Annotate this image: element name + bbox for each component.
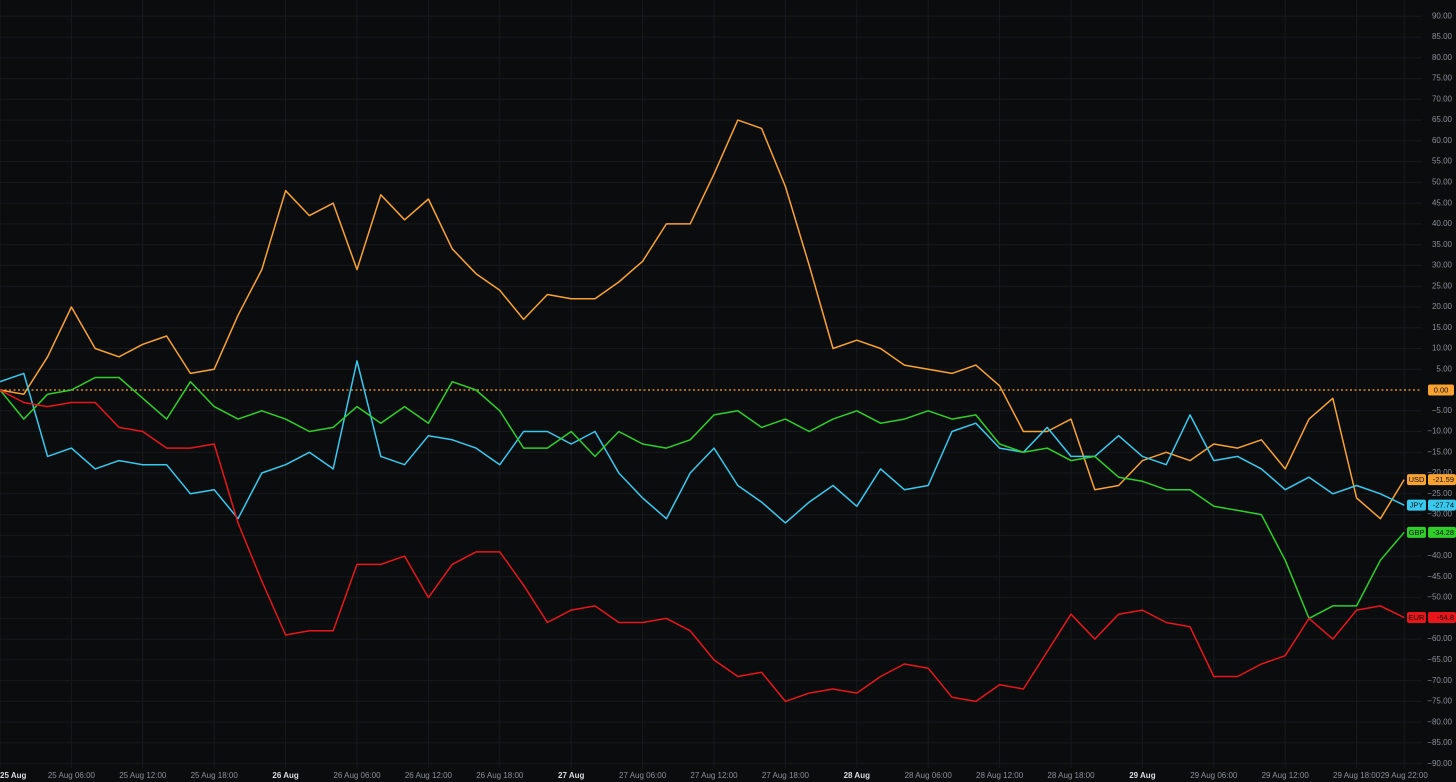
y-tick-label: −65.00: [1427, 655, 1452, 664]
x-tick-label: 27 Aug 06:00: [619, 771, 667, 780]
y-tick-label: 30.00: [1432, 261, 1453, 270]
y-tick-label: 35.00: [1432, 240, 1453, 249]
y-tick-label: 75.00: [1432, 74, 1453, 83]
baseline-badge: [1428, 384, 1454, 396]
y-tick-label: −45.00: [1427, 572, 1452, 581]
series-value-badge: [1428, 612, 1456, 624]
y-tick-label: −85.00: [1427, 738, 1452, 747]
x-tick-label: 27 Aug 12:00: [690, 771, 738, 780]
x-tick-label: 29 Aug 06:00: [1190, 771, 1238, 780]
y-tick-label: −15.00: [1427, 447, 1452, 456]
y-tick-label: −75.00: [1427, 697, 1452, 706]
x-tick-label: 28 Aug 12:00: [976, 771, 1024, 780]
x-tick-label: 26 Aug 06:00: [333, 771, 381, 780]
y-tick-label: 85.00: [1432, 32, 1453, 41]
x-tick-label: 28 Aug 06:00: [905, 771, 953, 780]
x-tick-label: 29 Aug 22:00: [1381, 771, 1429, 780]
grid: [0, 0, 1422, 768]
x-tick-label: 25 Aug 12:00: [119, 771, 167, 780]
y-tick-label: 50.00: [1432, 178, 1453, 187]
series-last-value: -54.8: [1437, 613, 1454, 622]
x-tick-label: 25 Aug 06:00: [48, 771, 96, 780]
y-tick-label: −10.00: [1427, 427, 1452, 436]
y-tick-label: 20.00: [1432, 302, 1453, 311]
y-tick-label: −40.00: [1427, 551, 1452, 560]
y-tick-label: 40.00: [1432, 219, 1453, 228]
y-tick-label: 90.00: [1432, 11, 1453, 20]
series-name-badge: [1407, 612, 1426, 624]
x-tick-label: 26 Aug 18:00: [476, 771, 524, 780]
x-tick-label: 28 Aug: [844, 771, 870, 780]
series-value-badge: [1428, 526, 1456, 538]
x-tick-label: 26 Aug: [272, 771, 298, 780]
axes: 90.00 85.00 80.00 75.00 70.00 65.00 60.00 55.00…: [0, 11, 1456, 780]
series-name-badge: [1407, 474, 1426, 486]
legend-label: JPY: [1410, 501, 1424, 510]
series-value-badge: [1428, 474, 1456, 486]
x-tick-label: 29 Aug 12:00: [1262, 771, 1310, 780]
legend-label: USD: [1409, 475, 1425, 484]
series-line: [0, 119, 1405, 520]
x-tick-label: 25 Aug 18:00: [191, 771, 239, 780]
y-tick-label: 15.00: [1432, 323, 1453, 332]
baseline-label: 0.00: [1434, 385, 1449, 394]
series-last-value: -21.59: [1433, 475, 1454, 484]
y-tick-label: 10.00: [1432, 344, 1453, 353]
lines: [0, 119, 1422, 703]
series-name-badge: [1407, 526, 1426, 538]
y-tick-label: 55.00: [1432, 157, 1453, 166]
x-tick-label: 29 Aug 18:00: [1333, 771, 1381, 780]
y-tick-label: 60.00: [1432, 136, 1453, 145]
y-tick-label: −20.00: [1427, 468, 1452, 477]
x-tick-label: 29 Aug: [1129, 771, 1155, 780]
series-line: [0, 389, 1405, 703]
y-tick-label: −25.00: [1427, 489, 1452, 498]
y-tick-label: 25.00: [1432, 281, 1453, 290]
y-tick-label: −30.00: [1427, 510, 1452, 519]
x-tick-label: 27 Aug: [558, 771, 584, 780]
y-tick-label: 45.00: [1432, 198, 1453, 207]
series-last-value: -34.28: [1433, 528, 1454, 537]
x-tick-label: 27 Aug 18:00: [762, 771, 810, 780]
y-tick-label: 65.00: [1432, 115, 1453, 124]
x-tick-label: 28 Aug 18:00: [1047, 771, 1095, 780]
legend-label: GBP: [1409, 528, 1425, 537]
y-tick-label: −50.00: [1427, 593, 1452, 602]
y-tick-label: −90.00: [1427, 759, 1452, 768]
y-tick-label: −60.00: [1427, 634, 1452, 643]
y-tick-label: 5.00: [1436, 364, 1452, 373]
y-tick-label: −80.00: [1427, 717, 1452, 726]
series-last-value: -27.74: [1433, 501, 1454, 510]
x-tick-label: 25 Aug: [0, 771, 26, 780]
series-value-badge: [1428, 499, 1456, 511]
y-tick-label: 80.00: [1432, 53, 1453, 62]
y-tick-label: 70.00: [1432, 94, 1453, 103]
series-line: [0, 360, 1405, 524]
y-tick-label: −5.00: [1432, 406, 1453, 415]
series-name-badge: [1407, 499, 1426, 511]
x-tick-label: 26 Aug 12:00: [405, 771, 453, 780]
series-line: [0, 376, 1405, 620]
legend-label: EUR: [1409, 613, 1425, 622]
y-tick-label: −70.00: [1427, 676, 1452, 685]
